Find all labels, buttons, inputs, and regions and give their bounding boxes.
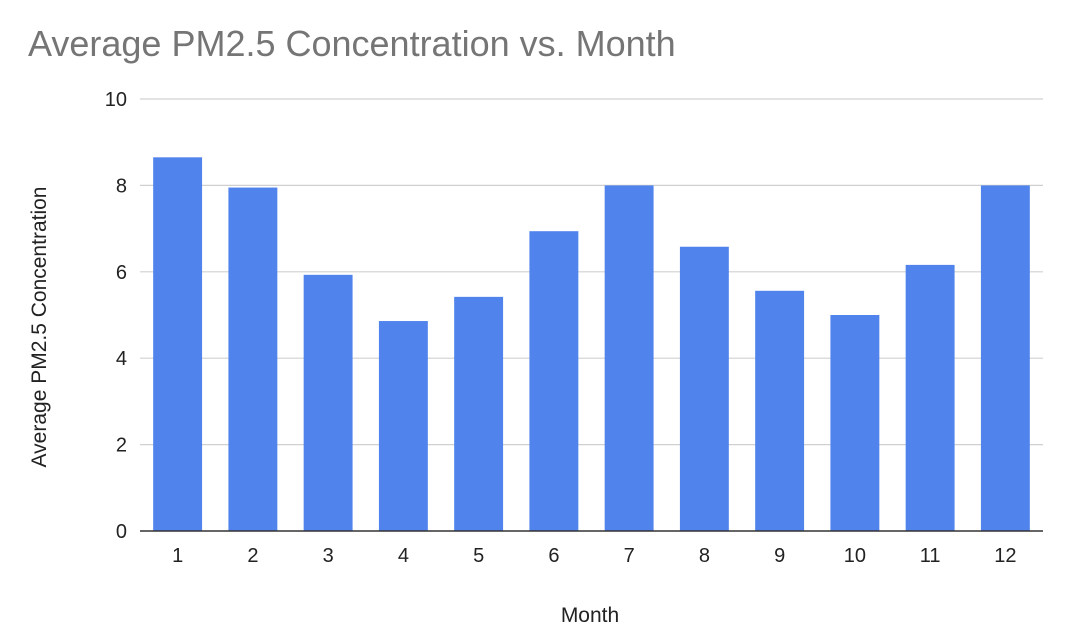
x-tick-label: 7 [624, 545, 635, 567]
x-tick-label: 4 [398, 545, 409, 567]
x-tick-label: 11 [920, 545, 941, 567]
bar [604, 185, 654, 531]
x-tick-label: 2 [247, 545, 258, 567]
gridlines [140, 98, 1043, 446]
bar [529, 231, 579, 531]
x-tick-label: 10 [844, 545, 866, 567]
bar [454, 296, 504, 531]
bar [830, 315, 880, 531]
x-tick-label: 8 [699, 545, 710, 567]
y-axis-title: Average PM2.5 Concentration [28, 187, 51, 468]
x-tick-label: 9 [774, 545, 785, 567]
x-tick-label: 1 [172, 545, 183, 567]
bar [378, 321, 428, 531]
bar [755, 290, 805, 531]
x-tick-label: 6 [548, 545, 559, 567]
x-axis-title: Month [561, 604, 619, 627]
x-tick-label: 5 [473, 545, 484, 567]
bar [303, 274, 353, 531]
x-tick-label: 3 [323, 545, 334, 567]
y-tick-label: 0 [116, 521, 127, 543]
bars [153, 157, 1030, 531]
bar [153, 157, 203, 531]
x-tick-label: 12 [994, 545, 1016, 567]
y-tick-label: 6 [116, 262, 127, 284]
y-tick-label: 10 [105, 89, 127, 111]
bar [980, 185, 1030, 531]
y-tick-label: 8 [116, 175, 127, 197]
bar [905, 264, 955, 531]
bar [228, 187, 278, 531]
x-tick-labels: 1 2 3 4 5 6 7 8 9 10 11 12 [172, 545, 1016, 567]
y-tick-label: 4 [116, 348, 127, 370]
bar [679, 246, 729, 531]
y-tick-labels: 0 2 4 6 8 10 [105, 89, 127, 543]
y-tick-label: 2 [116, 435, 127, 457]
chart-title: Average PM2.5 Concentration vs. Month [28, 23, 676, 64]
